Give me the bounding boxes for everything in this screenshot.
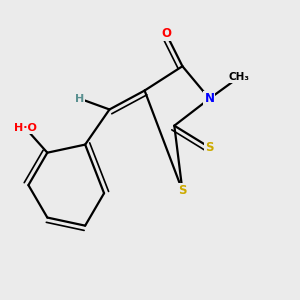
Text: S: S: [205, 141, 214, 154]
Text: CH₃: CH₃: [229, 72, 250, 82]
Text: O: O: [161, 27, 171, 40]
Text: H: H: [75, 94, 84, 104]
Text: S: S: [178, 184, 187, 197]
Text: H·O: H·O: [14, 123, 37, 134]
Text: N: N: [204, 92, 214, 105]
